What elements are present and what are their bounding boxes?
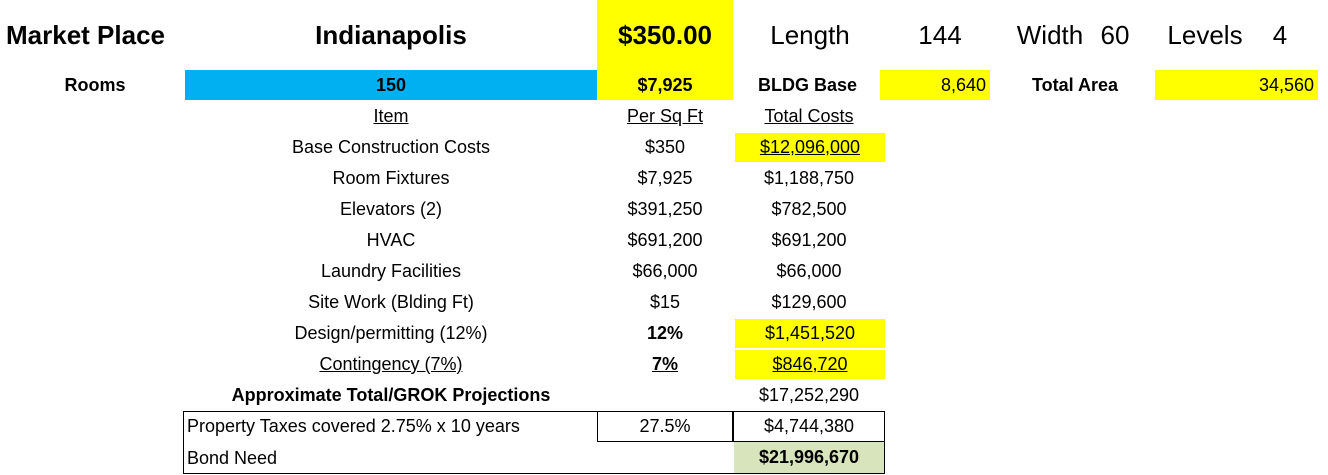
total-cost: $691,200: [771, 230, 847, 250]
item-name: Base Construction Costs: [291, 137, 491, 157]
taxes-label: Property Taxes covered 2.75% x 10 years: [187, 416, 520, 436]
rooms: 150: [185, 70, 597, 100]
total-cost: $12,096,000: [735, 133, 885, 162]
bldg-base: 8,640: [880, 70, 990, 100]
per-sq-ft: $691,200: [627, 230, 703, 250]
total-cost: $1,451,520: [735, 319, 885, 348]
box-outline: [183, 411, 885, 474]
per-sq-ft: $350: [644, 137, 686, 157]
rooms-label: Rooms: [64, 74, 126, 95]
per-sq-ft: $7,925: [637, 168, 693, 188]
total-cost: $1,188,750: [763, 168, 855, 188]
total-cost: $846,720: [735, 350, 885, 379]
taxes-rate: 27.5%: [597, 411, 733, 442]
total-cost: $782,500: [771, 199, 847, 219]
bldg-base-label: BLDG Base: [757, 74, 858, 95]
levels: 4: [1272, 19, 1288, 50]
length: 144: [918, 19, 962, 50]
column-header: Total Costs: [764, 106, 854, 126]
bond-label: Bond Need: [187, 447, 278, 468]
per-sq-ft: $391,250: [627, 199, 703, 219]
item-name: Room Fixtures: [332, 168, 450, 188]
total-value: $17,252,290: [758, 385, 860, 405]
per-sq-ft: 12%: [646, 323, 684, 343]
taxes-value: $4,744,380: [733, 411, 885, 442]
price: $350.00: [597, 0, 733, 70]
item-name: HVAC: [366, 230, 416, 250]
total-cost: $129,600: [771, 292, 847, 312]
per-sq-ft: $66,000: [632, 261, 698, 281]
total-label: Approximate Total/GROK Projections: [231, 385, 551, 405]
levels-label: Levels: [1167, 19, 1243, 50]
item-name: Site Work (Blding Ft): [308, 292, 474, 312]
per-sq-ft: $15: [649, 292, 681, 312]
total-cost: $66,000: [776, 261, 842, 281]
column-header: Per Sq Ft: [626, 106, 704, 126]
item-name: Laundry Facilities: [320, 261, 462, 281]
total-area-label: Total Area: [1031, 74, 1119, 95]
item-name: Design/permitting (12%): [294, 323, 488, 343]
per-room: $7,925: [597, 70, 733, 100]
length-label: Length: [770, 19, 850, 50]
column-header: Item: [373, 106, 409, 126]
item-name: Contingency (7%): [319, 354, 463, 374]
city: Indianapolis: [315, 19, 467, 50]
width-label: Width: [1016, 19, 1084, 50]
bond-value: $21,996,670: [734, 442, 884, 473]
per-sq-ft: 7%: [651, 354, 678, 374]
width: 60: [1100, 19, 1130, 50]
total-area: 34,560: [1155, 70, 1318, 100]
title: Market Place: [6, 19, 165, 50]
item-name: Elevators (2): [339, 199, 443, 219]
